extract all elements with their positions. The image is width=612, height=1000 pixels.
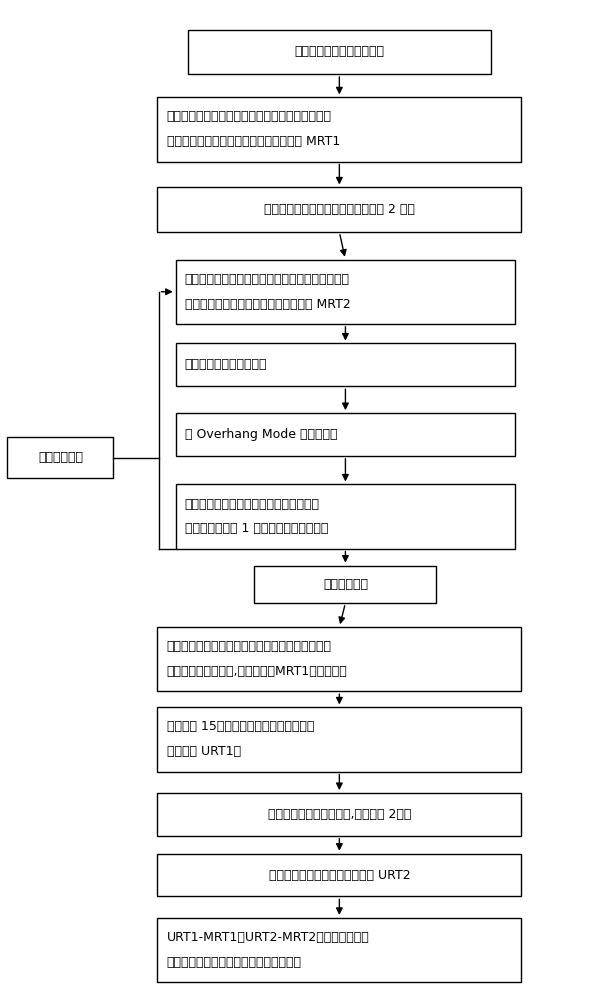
FancyBboxPatch shape	[176, 343, 515, 386]
FancyBboxPatch shape	[255, 566, 436, 603]
Text: 机组升速至最大连续转速。: 机组升速至最大连续转速。	[294, 45, 384, 58]
FancyBboxPatch shape	[157, 793, 521, 836]
Text: 稳定后，升速至跳闸转速停机，记录数据 MRT1: 稳定后，升速至跳闸转速停机，记录数据 MRT1	[166, 135, 340, 148]
Text: 通过调整阀门开度及冷却水，调节轴承进油压力、: 通过调整阀门开度及冷却水，调节轴承进油压力、	[166, 640, 332, 653]
FancyBboxPatch shape	[188, 30, 491, 74]
Text: 分别矢量相减，将结果与理论模态对比。: 分别矢量相减，将结果与理论模态对比。	[166, 956, 302, 969]
Text: URT1-MRT1；URT2-MRT2；四组试验结果: URT1-MRT1；URT2-MRT2；四组试验结果	[166, 931, 369, 944]
FancyBboxPatch shape	[7, 437, 113, 478]
Text: 按 Overhang Mode 模态加重。: 按 Overhang Mode 模态加重。	[185, 428, 337, 441]
FancyBboxPatch shape	[157, 854, 521, 896]
Text: 稳定，升速至跳闸转速停机，记录数据 MRT2: 稳定，升速至跳闸转速停机，记录数据 MRT2	[185, 298, 351, 311]
Text: 振动値低于公式 1 计算値，说明激励振动: 振动値低于公式 1 计算値，说明激励振动	[185, 522, 328, 535]
Text: 再次升速至最大连续转速，稳定运行 2 小时: 再次升速至最大连续转速，稳定运行 2 小时	[264, 203, 415, 216]
FancyBboxPatch shape	[157, 97, 521, 162]
FancyBboxPatch shape	[157, 918, 521, 982]
Text: 激励振动充足: 激励振动充足	[323, 578, 368, 591]
FancyBboxPatch shape	[157, 187, 521, 232]
Text: 待各测试因子（机组轴振动、轴承温度、轴位移）: 待各测试因子（机组轴振动、轴承温度、轴位移）	[185, 273, 349, 286]
Text: 低转速运行消除热弯曲。: 低转速运行消除热弯曲。	[185, 358, 267, 371]
FancyBboxPatch shape	[176, 413, 515, 456]
FancyBboxPatch shape	[176, 484, 515, 549]
Text: 升速至跳闸转速停机，记录数据 URT2: 升速至跳闸转速停机，记录数据 URT2	[269, 869, 410, 882]
FancyBboxPatch shape	[157, 707, 521, 772]
Text: 待各测试因子（机组轴振动、轴承温度、轴位移）: 待各测试因子（机组轴振动、轴承温度、轴位移）	[166, 110, 332, 123]
Text: 激励振动不足: 激励振动不足	[38, 451, 83, 464]
Text: 记录数据 URT1。: 记录数据 URT1。	[166, 745, 241, 758]
FancyBboxPatch shape	[176, 260, 515, 324]
Text: 振动稳定 15分钟，升速至跳闸转速停机，: 振动稳定 15分钟，升速至跳闸转速停机，	[166, 720, 314, 733]
Text: 进油温度等工况参数,控制变量与MRT1过程一致。: 进油温度等工况参数,控制变量与MRT1过程一致。	[166, 665, 347, 678]
Text: 机组升速至最大连续转速，如果此时轴承: 机组升速至最大连续转速，如果此时轴承	[185, 498, 319, 511]
FancyBboxPatch shape	[157, 627, 521, 691]
Text: 再次升速至最大连续转速,稳定运行 2小时: 再次升速至最大连续转速,稳定运行 2小时	[267, 808, 411, 821]
